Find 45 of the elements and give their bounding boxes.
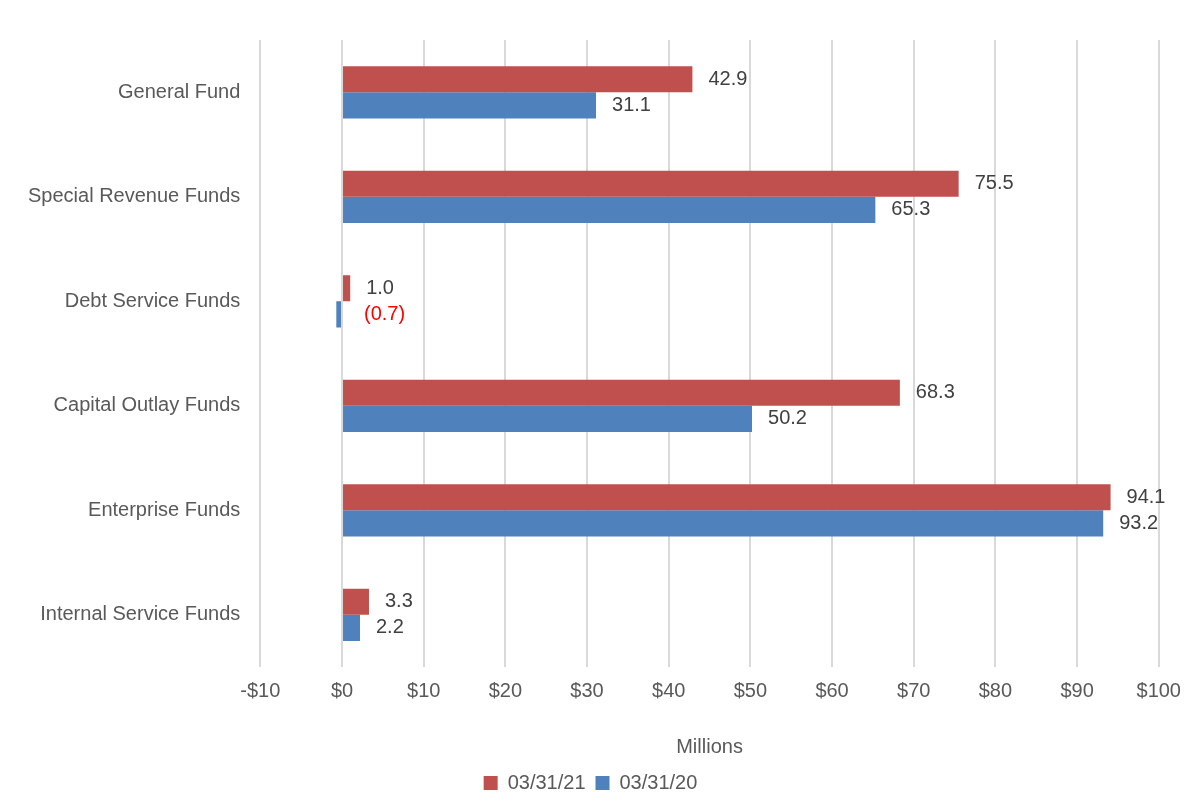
bar [343,510,1104,537]
data-label: 42.9 [708,66,748,89]
x-tick-label: $90 [1060,678,1094,701]
bar [343,275,351,302]
y-tick-label: Capital Outlay Funds [53,393,241,416]
y-tick-label: Internal Service Funds [40,602,241,625]
x-tick-label: $60 [815,678,849,701]
legend-label: 03/31/20 [619,770,698,793]
data-label: 68.3 [915,380,955,403]
y-tick-label: Special Revenue Funds [27,184,241,207]
data-label: 1.0 [366,275,395,298]
x-tick-label: $40 [652,678,686,701]
bar [343,170,959,197]
bar [343,92,597,119]
bar [343,614,360,641]
x-tick-label: $20 [488,678,523,701]
x-tick-label: -$10 [240,678,281,701]
x-tick-label: $70 [897,678,931,701]
data-label: 93.2 [1119,510,1159,533]
bar [343,405,753,432]
bar [336,301,342,328]
data-label: 3.3 [384,589,413,612]
x-tick-label: $50 [733,678,768,701]
data-label: 2.2 [375,615,404,638]
bar [343,196,876,223]
bar [343,484,1111,511]
data-label: 65.3 [891,197,931,220]
data-label: (0.7) [364,301,406,324]
data-label: 75.5 [974,171,1014,194]
legend-label: 03/31/21 [507,770,586,793]
x-tick-label: $0 [330,678,354,701]
x-tick-label: $80 [978,678,1013,701]
data-label: 94.1 [1126,484,1166,507]
bar [343,379,900,406]
y-tick-label: Debt Service Funds [64,288,241,311]
x-tick-label: $30 [570,678,604,701]
data-label: 31.1 [612,92,651,115]
bar [343,588,369,615]
y-tick-label: General Fund [118,79,241,102]
data-label: 50.2 [768,406,807,429]
x-axis-title: Millions [676,734,743,757]
y-tick-label: Enterprise Funds [88,497,241,520]
bar [343,66,693,93]
x-tick-label: $100 [1136,678,1181,701]
x-tick-label: $10 [407,678,441,701]
